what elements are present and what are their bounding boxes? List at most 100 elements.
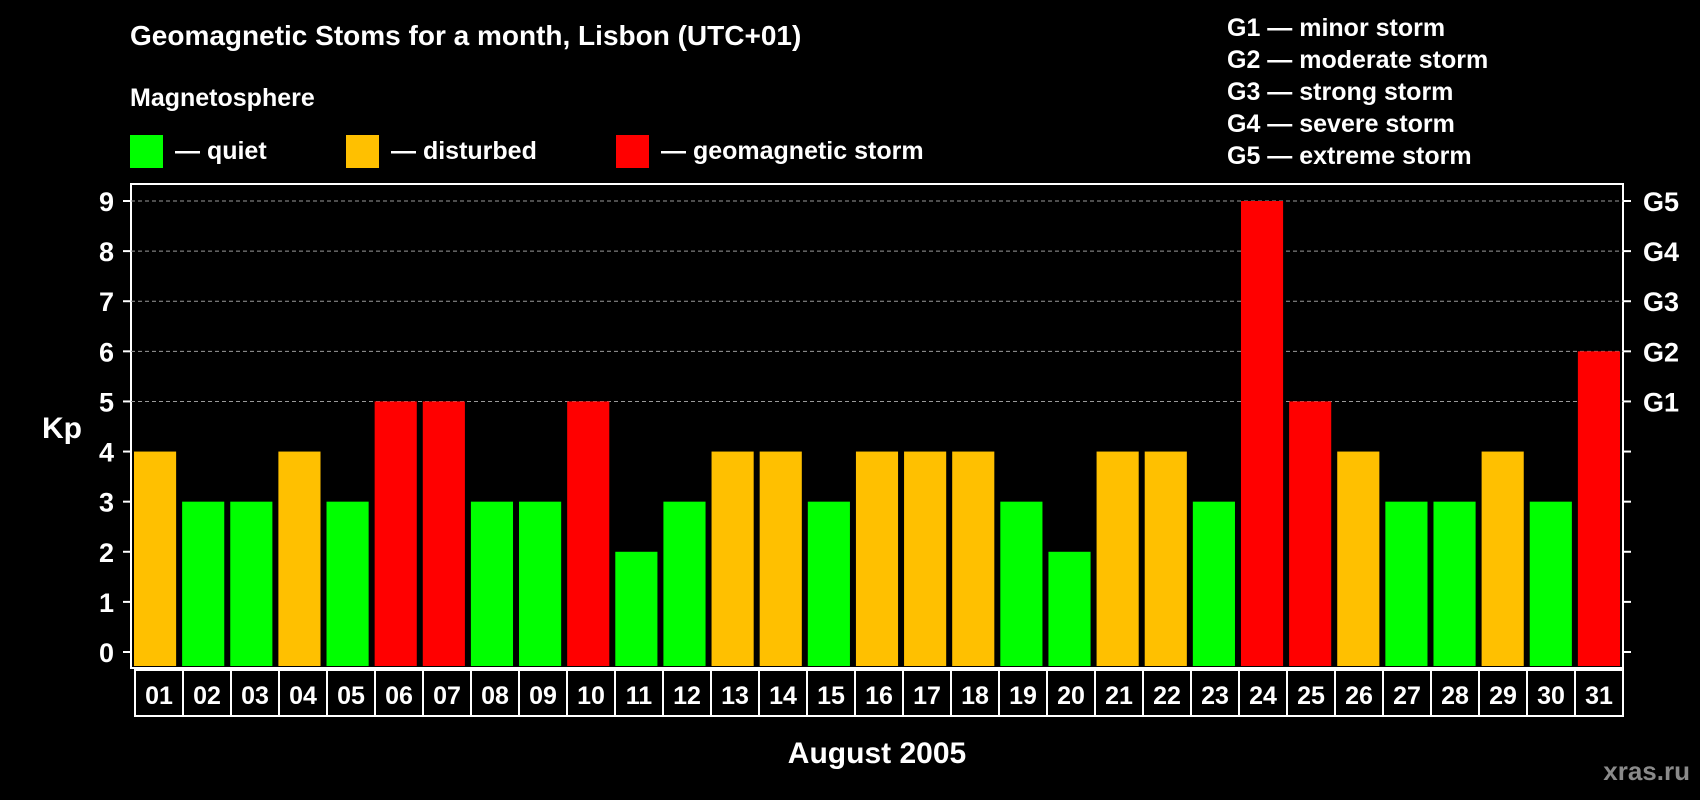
storm-level-g1: G1 — minor storm <box>1227 14 1446 42</box>
x-tick-label-06: 06 <box>385 682 413 710</box>
bar-31 <box>1577 351 1620 666</box>
y-tick-label-1: 1 <box>99 588 114 618</box>
bar-01 <box>134 451 177 666</box>
legend-swatch-storm <box>616 134 649 168</box>
y-tick-label-8: 8 <box>99 237 114 267</box>
x-tick-label-18: 18 <box>961 682 989 710</box>
y-tick-label-6: 6 <box>99 337 114 367</box>
x-tick-label-14: 14 <box>769 682 797 710</box>
legend-label-disturbed: — disturbed <box>391 136 537 165</box>
x-tick-label-22: 22 <box>1153 682 1181 710</box>
bar-29 <box>1481 451 1524 666</box>
y-tick-label-7: 7 <box>99 287 114 317</box>
x-tick-label-20: 20 <box>1057 682 1085 710</box>
bar-16 <box>855 451 899 666</box>
bar-06 <box>374 401 417 666</box>
bar-19 <box>1000 501 1043 666</box>
y-tick-label-0: 0 <box>99 638 114 668</box>
legend-label-storm: — geomagnetic storm <box>661 136 924 165</box>
x-tick-label-21: 21 <box>1105 682 1133 710</box>
bar-20 <box>1048 551 1091 666</box>
bar-08 <box>470 501 514 666</box>
bar-03 <box>230 501 273 666</box>
y-tick-label-5: 5 <box>99 387 114 417</box>
x-tick-label-02: 02 <box>193 682 221 710</box>
bar-23 <box>1192 501 1235 666</box>
watermark: xras.ru <box>1603 756 1690 786</box>
plot-frame <box>130 183 1624 669</box>
legend-swatch-disturbed <box>346 134 379 168</box>
bar-30 <box>1529 501 1572 666</box>
x-tick-label-13: 13 <box>721 682 749 710</box>
x-tick-label-04: 04 <box>289 682 317 710</box>
y-tick-label-3: 3 <box>99 488 114 518</box>
legend-label-quiet: — quiet <box>175 136 267 165</box>
x-tick-label-31: 31 <box>1585 682 1613 710</box>
right-axis-label-g3: G3 <box>1643 287 1679 317</box>
x-tick-label-10: 10 <box>577 682 605 710</box>
bar-05 <box>326 501 369 666</box>
bar-18 <box>952 451 995 666</box>
bar-02 <box>182 501 225 666</box>
x-tick-label-12: 12 <box>673 682 701 710</box>
bar-28 <box>1433 501 1476 666</box>
x-tick-label-29: 29 <box>1489 682 1517 710</box>
bar-12 <box>663 501 706 666</box>
bar-14 <box>759 451 802 666</box>
x-tick-label-27: 27 <box>1393 682 1421 710</box>
bar-11 <box>615 551 658 666</box>
x-tick-label-26: 26 <box>1345 682 1373 710</box>
x-tick-label-25: 25 <box>1297 682 1325 710</box>
storm-level-g5: G5 — extreme storm <box>1227 142 1472 170</box>
right-axis-label-g2: G2 <box>1643 337 1679 367</box>
storm-level-list: G1 — minor storm G2 — moderate storm G3 … <box>1227 12 1488 172</box>
y-tick-label-4: 4 <box>99 438 114 468</box>
x-tick-label-01: 01 <box>145 682 173 710</box>
right-axis-label-g4: G4 <box>1643 237 1679 267</box>
bar-09 <box>519 501 562 666</box>
legend-item-quiet: — quiet <box>130 134 267 168</box>
legend-swatch-quiet <box>130 134 163 168</box>
magnetosphere-legend-title: Magnetosphere <box>130 84 315 112</box>
bar-22 <box>1144 451 1187 666</box>
bar-25 <box>1289 401 1332 666</box>
bar-27 <box>1385 501 1428 666</box>
bar-10 <box>567 401 610 666</box>
y-axis-label: Kp <box>42 412 82 445</box>
x-tick-label-11: 11 <box>626 682 653 710</box>
bar-07 <box>422 401 465 666</box>
x-tick-label-30: 30 <box>1537 682 1565 710</box>
x-tick-label-08: 08 <box>481 682 509 710</box>
bar-17 <box>904 451 947 666</box>
right-axis-label-g1: G1 <box>1643 387 1679 417</box>
x-tick-label-16: 16 <box>865 682 893 710</box>
y-tick-label-9: 9 <box>99 187 114 217</box>
right-axis-label-g5: G5 <box>1643 187 1679 217</box>
category-row-frame <box>134 669 1624 717</box>
bar-04 <box>278 451 321 666</box>
bar-21 <box>1096 451 1139 666</box>
x-axis-label: August 2005 <box>788 737 966 770</box>
x-tick-label-23: 23 <box>1201 682 1229 710</box>
x-tick-label-24: 24 <box>1249 682 1277 710</box>
x-tick-label-05: 05 <box>337 682 365 710</box>
bar-15 <box>807 501 850 666</box>
bar-13 <box>711 451 754 666</box>
x-tick-label-03: 03 <box>241 682 269 710</box>
x-tick-label-19: 19 <box>1009 682 1037 710</box>
x-tick-label-09: 09 <box>529 682 557 710</box>
x-tick-label-28: 28 <box>1441 682 1469 710</box>
bar-24 <box>1240 201 1284 666</box>
storm-level-g3: G3 — strong storm <box>1227 78 1454 106</box>
storm-level-g4: G4 — severe storm <box>1227 110 1455 138</box>
x-tick-label-07: 07 <box>433 682 461 710</box>
legend-item-disturbed: — disturbed <box>346 134 537 168</box>
x-tick-label-15: 15 <box>817 682 845 710</box>
y-tick-label-2: 2 <box>99 538 114 568</box>
x-tick-label-17: 17 <box>913 682 941 710</box>
chart-title: Geomagnetic Stoms for a month, Lisbon (U… <box>130 20 802 51</box>
storm-level-g2: G2 — moderate storm <box>1227 46 1489 74</box>
legend-item-storm: — geomagnetic storm <box>616 134 924 168</box>
bar-26 <box>1337 451 1380 666</box>
